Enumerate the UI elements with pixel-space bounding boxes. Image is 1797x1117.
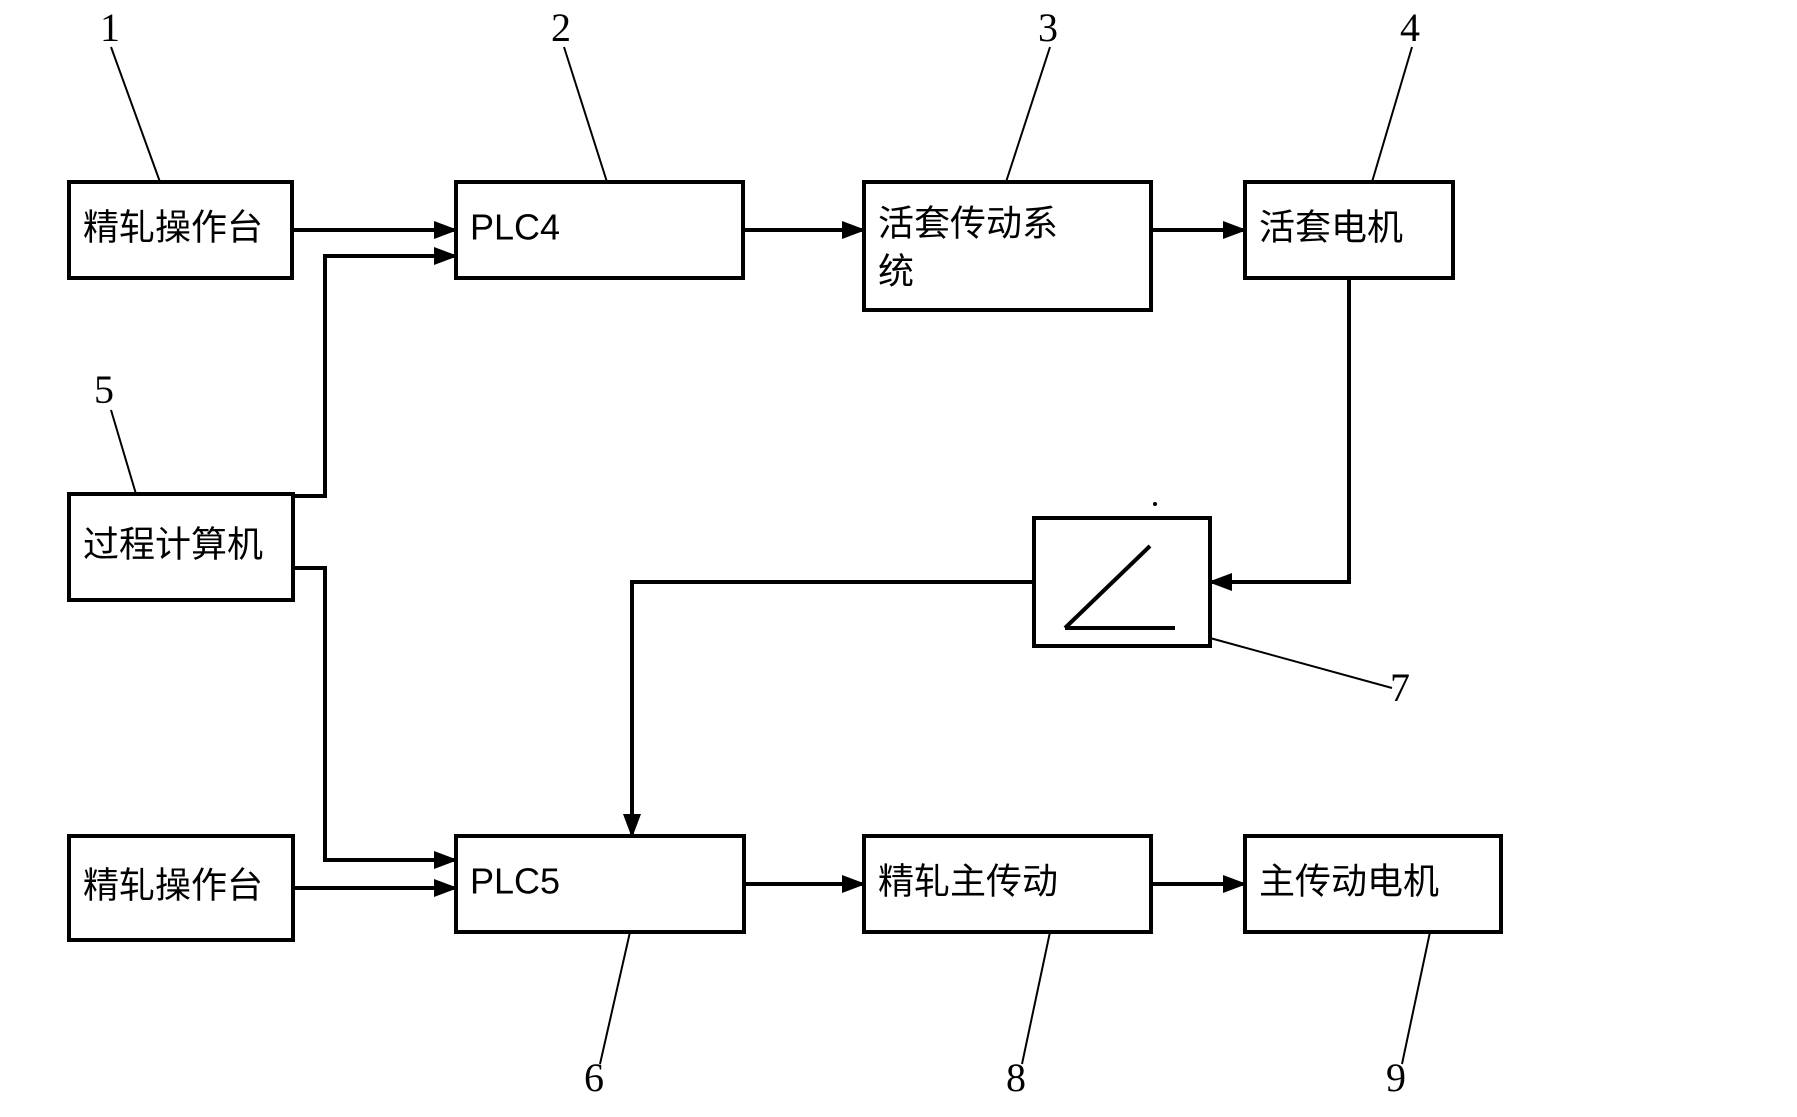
leader-line — [600, 932, 630, 1064]
callout-number: 7 — [1390, 665, 1410, 710]
node-label: 统 — [878, 251, 914, 292]
callout-2: 2 — [551, 5, 607, 182]
node-label: PLC5 — [470, 861, 560, 902]
node-n6: PLC5 — [456, 836, 744, 932]
node-n1: 精轧操作台 — [69, 182, 292, 278]
stray-dot — [1153, 502, 1157, 506]
edge-9 — [632, 582, 1034, 836]
node-label: 精轧操作台 — [83, 207, 263, 248]
callout-number: 4 — [1400, 5, 1420, 50]
callout-number: 9 — [1386, 1055, 1406, 1100]
node-n4: 活套电机 — [1245, 182, 1453, 278]
callout-number: 1 — [100, 5, 120, 50]
leader-line — [564, 47, 607, 182]
leader-line — [111, 410, 136, 494]
leader-line — [111, 47, 160, 182]
leader-line — [1210, 638, 1392, 688]
callout-number: 6 — [584, 1055, 604, 1100]
leader-line — [1006, 47, 1050, 182]
edge-7 — [293, 568, 456, 860]
edge-6 — [293, 256, 456, 496]
callout-5: 5 — [94, 367, 136, 494]
node-n2: PLC4 — [456, 182, 743, 278]
node-label: 活套电机 — [1259, 207, 1403, 248]
callout-7: 7 — [1210, 638, 1410, 710]
node-n7 — [1034, 518, 1210, 646]
edge-8 — [1210, 278, 1349, 582]
callout-3: 3 — [1006, 5, 1058, 182]
node-n1b: 精轧操作台 — [69, 836, 293, 940]
callout-number: 3 — [1038, 5, 1058, 50]
callout-6: 6 — [584, 932, 630, 1100]
node-label: 精轧操作台 — [83, 865, 263, 906]
leader-line — [1402, 932, 1430, 1064]
node-label: 精轧主传动 — [878, 861, 1058, 902]
callout-4: 4 — [1372, 5, 1420, 182]
node-n8: 精轧主传动 — [864, 836, 1151, 932]
node-label: 主传动电机 — [1259, 861, 1439, 902]
node-n3: 活套传动系统 — [864, 182, 1151, 310]
leader-line — [1022, 932, 1050, 1064]
node-label: 过程计算机 — [83, 524, 263, 565]
node-label: PLC4 — [470, 207, 560, 248]
leader-line — [1372, 47, 1412, 182]
node-n9: 主传动电机 — [1245, 836, 1501, 932]
callout-number: 5 — [94, 367, 114, 412]
callout-number: 2 — [551, 5, 571, 50]
callout-number: 8 — [1006, 1055, 1026, 1100]
block-diagram: 精轧操作台PLC4活套传动系统活套电机过程计算机精轧操作台PLC5精轧主传动主传… — [0, 0, 1797, 1117]
node-n5: 过程计算机 — [69, 494, 293, 600]
callout-9: 9 — [1386, 932, 1430, 1100]
callout-1: 1 — [100, 5, 160, 182]
node-label: 活套传动系 — [878, 203, 1058, 244]
callout-8: 8 — [1006, 932, 1050, 1100]
